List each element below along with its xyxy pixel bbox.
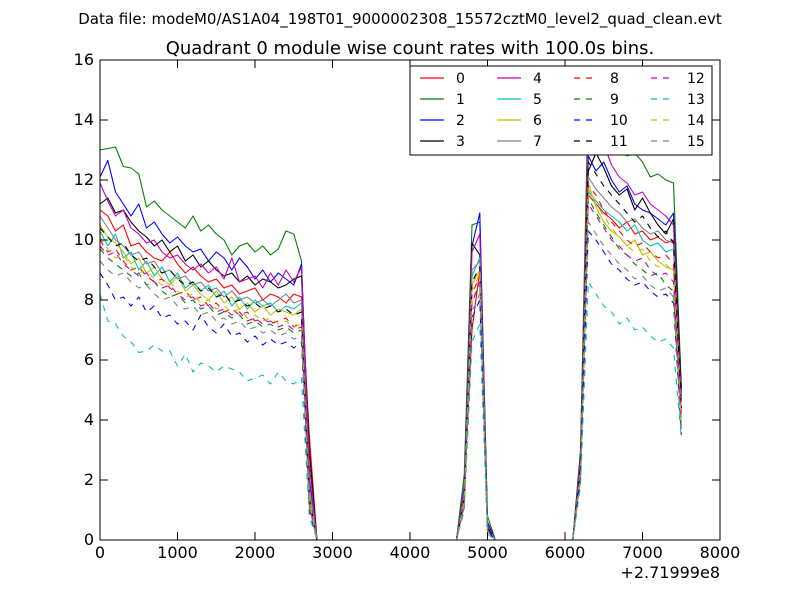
legend-label-11: 11 [610,134,628,150]
legend-label-12: 12 [687,71,705,87]
y-tick-label: 4 [84,410,94,429]
legend-label-5: 5 [533,92,542,108]
series-line-2 [99,155,682,541]
legend-label-13: 13 [687,92,705,108]
series-line-13 [99,281,682,541]
legend-label-0: 0 [456,71,465,87]
series-line-9 [99,197,682,541]
series-line-15 [99,221,682,541]
legend-label-14: 14 [687,113,705,129]
series-line-4 [99,128,682,541]
y-tick-label: 2 [84,470,94,489]
x-tick-label: 3000 [312,543,353,562]
legend-label-6: 6 [533,113,542,129]
x-tick-label: 6000 [545,543,586,562]
x-tick-label: 5000 [467,543,508,562]
y-tick-label: 10 [74,230,94,249]
series-line-10 [99,230,682,541]
suptitle: Data file: modeM0/AS1A04_198T01_90000023… [78,10,722,29]
legend-label-8: 8 [610,71,619,87]
series-layer [99,92,682,541]
legend-label-1: 1 [456,92,465,108]
legend-label-9: 9 [610,92,619,108]
x-tick-label: 1000 [157,543,198,562]
series-line-6 [99,182,682,541]
series-line-8 [99,185,682,541]
y-tick-label: 14 [74,110,94,129]
y-tick-label: 16 [74,50,94,69]
legend-frame [409,65,713,156]
legend-label-7: 7 [533,134,542,150]
series-line-3 [99,152,682,541]
x-tick-label: 2000 [235,543,276,562]
y-tick-label: 6 [84,350,94,369]
legend-label-3: 3 [456,134,465,150]
legend-label-4: 4 [533,71,542,87]
chart-title: Quadrant 0 module wise count rates with … [166,38,655,59]
series-line-12 [99,203,682,541]
x-tick-label: 0 [95,543,105,562]
legend-label-15: 15 [687,134,705,150]
x-tick-label: 8000 [700,543,741,562]
x-tick-label: 4000 [390,543,431,562]
legend-label-10: 10 [610,113,628,129]
series-line-0 [99,194,682,541]
axes-layer: 0 1000 2000 3000 4000 5000 6000 7000 80000246810… [74,50,741,562]
y-tick-label: 8 [84,290,94,309]
x-offset-label: +2.71999e8 [620,563,720,582]
x-tick-label: 7000 [622,543,663,562]
y-tick-label: 0 [84,530,94,549]
series-line-11 [99,161,682,541]
legend-label-2: 2 [456,113,465,129]
y-tick-label: 12 [74,170,94,189]
